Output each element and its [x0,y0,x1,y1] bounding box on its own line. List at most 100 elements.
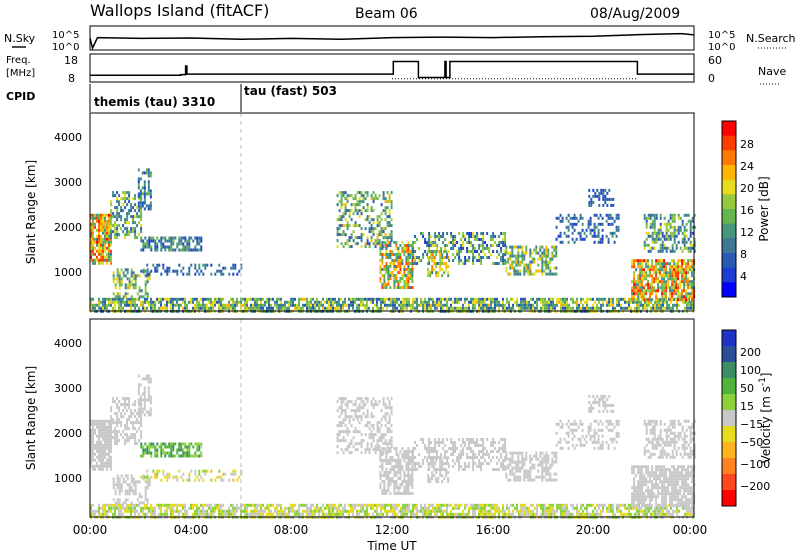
power-echo-cell [671,225,674,229]
velocity-echo-cell [126,439,129,443]
power-echo-cell [685,213,688,217]
velocity-echo-cell [126,477,129,481]
power-echo-cell [102,222,104,226]
power-echo-cell [360,303,362,307]
velocity-echo-cell [172,454,175,458]
velocity-echo-cell [500,509,502,513]
power-echo-cell [120,227,123,231]
power-echo-cell [575,222,578,226]
velocity-echo-cell [147,410,150,414]
power-echo-cell [530,303,532,307]
power-echo-cell [164,248,167,252]
power-echo-cell [594,300,596,304]
power-echo-cell [498,306,500,310]
power-echo-cell [296,303,298,307]
velocity-echo-cell [280,506,282,510]
velocity-echo-cell [140,445,143,449]
power-echo-cell [118,194,121,198]
power-echo-cell [645,271,648,275]
power-echo-cell [98,246,100,250]
power-echo-cell [577,231,580,235]
power-echo-cell [387,256,390,259]
power-echo-cell [366,203,369,207]
velocity-echo-cell [528,506,530,510]
power-echo-cell [593,234,596,238]
power-echo-cell [686,306,688,310]
velocity-echo-cell [106,434,108,438]
power-echo-cell [118,274,121,278]
power-echo-cell [633,265,636,269]
power-echo-cell [454,256,457,259]
velocity-echo-cell [336,512,338,516]
power-echo-cell [679,265,682,269]
power-echo-cell [110,218,113,222]
power-echo-cell [130,230,133,234]
power-echo-cell [573,240,576,244]
velocity-echo-cell [656,512,658,516]
power-echo-cell [555,237,558,241]
power-echo-cell [541,266,544,270]
power-echo-cell [340,215,343,219]
velocity-echo-cell [292,503,294,507]
velocity-echo-cell [122,480,125,484]
power-echo-cell [677,213,680,217]
velocity-echo-cell [436,509,438,513]
power-echo-cell [344,303,346,307]
velocity-echo-cell [618,503,620,507]
power-echo-cell [412,297,414,301]
power-echo-cell [294,306,296,310]
power-echo-cell [452,247,455,250]
velocity-echo-cell [464,506,466,510]
power-echo-cell [441,274,444,278]
power-echo-cell [506,306,508,310]
power-echo-cell [532,303,534,307]
power-echo-cell [543,263,546,267]
power-echo-cell [649,234,652,238]
velocity-echo-cell [126,503,128,507]
power-echo-cell [552,297,554,301]
power-echo-cell [118,297,120,301]
power-echo-cell [438,235,441,238]
power-echo-cell [138,295,141,299]
power-echo-cell [486,244,489,247]
velocity-echo-cell [300,512,302,516]
velocity-echo-cell [476,503,478,507]
velocity-echo-cell [686,512,688,516]
velocity-echo-cell [466,503,468,507]
velocity-echo-cell [622,512,624,516]
power-echo-cell [266,300,268,304]
velocity-echo-cell [130,474,133,478]
velocity-echo-cell [180,442,183,446]
velocity-echo-cell [96,461,98,465]
power-echo-cell [366,242,369,246]
power-echo-cell [647,249,650,253]
power-echo-cell [496,300,498,304]
velocity-echo-cell [160,509,162,513]
power-echo-cell [576,303,578,307]
power-echo-cell [206,263,209,267]
power-echo-cell [536,306,538,310]
velocity-echo-cell [298,503,300,507]
velocity-echo-cell [468,509,470,513]
power-echo-cell [544,306,546,310]
velocity-echo-cell [130,433,133,437]
power-echo-cell [378,215,381,219]
power-echo-cell [346,239,349,243]
power-echo-cell [403,274,406,277]
velocity-echo-cell [134,506,136,510]
power-echo-cell [96,258,98,262]
velocity-echo-cell [192,454,195,458]
power-echo-cell [154,266,157,270]
power-echo-cell [397,247,400,250]
power-echo-cell [405,247,408,250]
power-echo-cell [545,260,548,264]
velocity-echo-cell [586,503,588,507]
power-echo-cell [480,244,483,247]
power-ytick-2000: 2000 [54,221,82,234]
velocity-echo-cell [432,509,434,513]
power-echo-cell [651,237,654,241]
velocity-echo-cell [598,503,600,507]
power-echo-cell [222,303,224,307]
power-echo-cell [478,256,481,259]
velocity-echo-cell [120,433,123,437]
